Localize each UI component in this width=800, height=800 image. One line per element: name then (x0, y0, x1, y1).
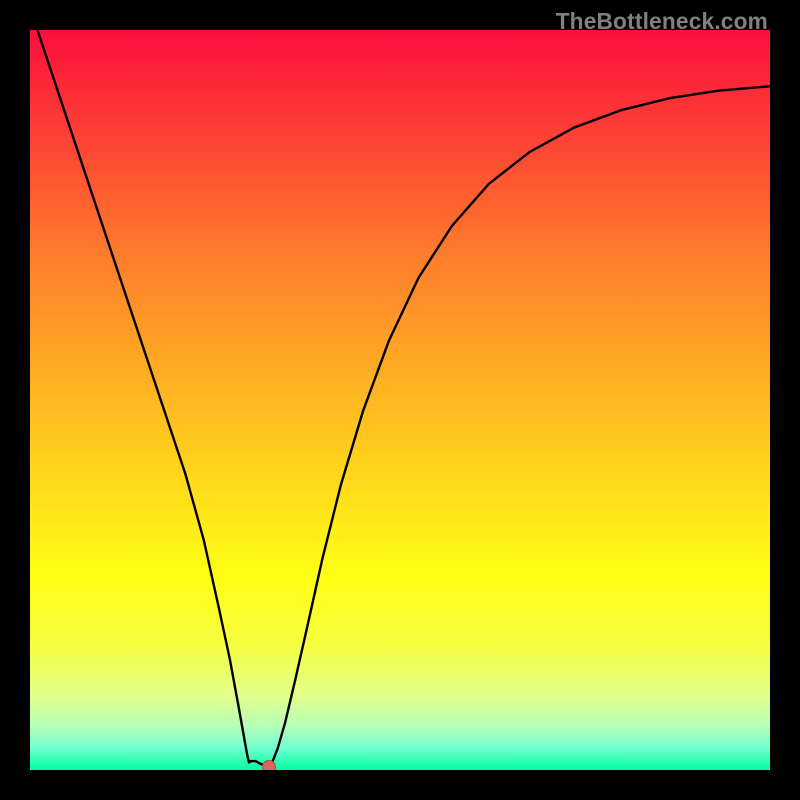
line-layer (30, 30, 770, 770)
watermark-text: TheBottleneck.com (556, 8, 768, 35)
plot-area (30, 30, 770, 770)
curve-line (37, 30, 770, 766)
